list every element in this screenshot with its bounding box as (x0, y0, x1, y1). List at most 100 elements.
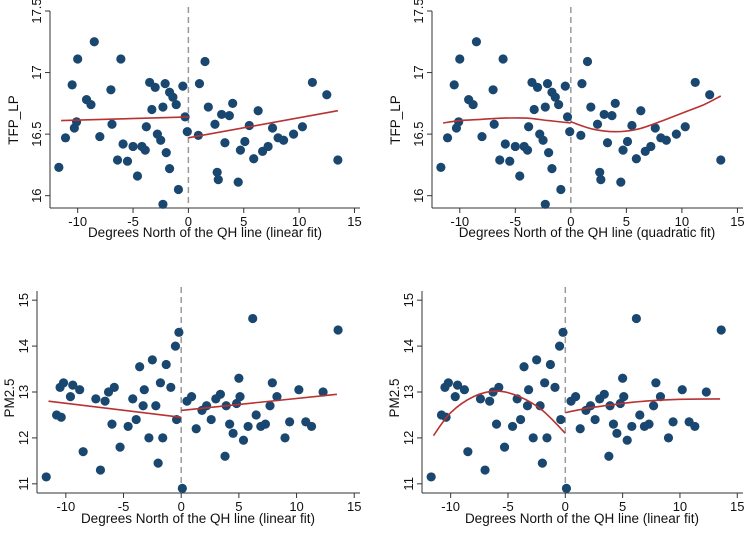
data-point (41, 472, 51, 482)
data-point (540, 199, 550, 209)
x-axis-title: Degrees North of the QH line (linear fit… (81, 511, 315, 526)
x-tick-label: 5 (623, 214, 630, 229)
data-point (151, 401, 161, 411)
data-point (592, 119, 603, 129)
x-tick-label: 5 (619, 499, 626, 514)
data-point (519, 362, 529, 372)
data-point (576, 130, 586, 140)
x-tick-label: 0 (562, 499, 569, 514)
data-point (249, 154, 259, 164)
data-point (158, 102, 168, 112)
data-point (690, 77, 700, 88)
data-point (602, 138, 613, 148)
data-point (716, 155, 726, 165)
data-point (554, 99, 564, 110)
data-point (170, 341, 181, 351)
y-tick-label: 12 (16, 431, 31, 445)
x-tick-label: 10 (673, 499, 687, 514)
chart-panel-tfp-quadratic: TFP_LP Degrees North of the QH line (qua… (388, 0, 745, 240)
x-tick-label: -5 (502, 499, 514, 514)
data-point (498, 54, 508, 64)
data-point (178, 81, 188, 91)
data-point (561, 483, 572, 494)
data-point (528, 433, 538, 443)
data-point (73, 54, 83, 64)
data-point (586, 102, 596, 112)
data-point (663, 433, 674, 443)
data-point (238, 435, 249, 445)
data-point (532, 82, 543, 92)
data-point (599, 109, 609, 120)
y-tick-label: 17.5 (411, 0, 426, 24)
x-tick-label: -10 (56, 499, 75, 514)
chart-panel-tfp-linear: TFP_LP Degrees North of the QH line (lin… (6, 0, 362, 240)
data-point (128, 394, 138, 404)
data-point (248, 313, 258, 324)
data-point (524, 385, 534, 395)
data-point (144, 433, 154, 443)
x-tick-label: -10 (441, 499, 460, 514)
x-tick-label: -10 (68, 214, 87, 229)
data-point (677, 385, 687, 395)
data-point (95, 131, 105, 142)
data-point (515, 414, 526, 425)
data-point (436, 162, 446, 172)
data-point (54, 162, 64, 172)
data-point (107, 119, 117, 129)
x-tick-label: 0 (567, 214, 574, 229)
data-point (544, 147, 554, 158)
data-point (67, 80, 77, 90)
data-point (118, 139, 128, 149)
data-point (68, 380, 78, 390)
data-point (217, 109, 227, 120)
chart-panel-pm25-linear: PM2.5 Degrees North of the QH line (line… (2, 287, 361, 526)
data-point (235, 145, 246, 155)
data-point (267, 123, 278, 133)
x-axis-title: Degrees North of the QH line (quadratic … (459, 225, 716, 240)
data-point (322, 90, 332, 100)
data-point (263, 141, 273, 152)
data-point (524, 122, 534, 132)
data-point (333, 325, 343, 335)
data-point (131, 414, 141, 425)
fit-line-right (570, 95, 722, 133)
data-point (575, 424, 585, 434)
data-point (505, 156, 515, 166)
data-point (212, 167, 222, 177)
data-point (622, 435, 632, 445)
data-point (95, 465, 106, 475)
data-point (540, 102, 550, 112)
data-point (203, 102, 213, 112)
data-point (220, 138, 230, 148)
data-point (65, 391, 76, 402)
data-point (58, 378, 69, 388)
data-point (680, 122, 690, 132)
data-point (529, 104, 539, 115)
data-point (426, 472, 436, 482)
x-tick-label: -5 (118, 499, 130, 514)
data-point (206, 414, 216, 425)
data-point (279, 135, 289, 145)
data-point (186, 391, 197, 402)
data-point (532, 355, 542, 365)
data-point (116, 54, 126, 64)
data-point (468, 99, 478, 110)
data-point (177, 483, 187, 494)
data-point (565, 127, 575, 137)
data-point (655, 391, 666, 402)
data-point (153, 458, 163, 468)
data-point (225, 419, 235, 429)
data-point (560, 81, 570, 91)
data-point (260, 419, 271, 429)
data-point (138, 401, 148, 411)
data-point (240, 136, 250, 147)
data-point (100, 396, 110, 406)
fit-line-right (565, 398, 721, 414)
data-point (556, 184, 566, 195)
data-point (194, 79, 205, 89)
data-point (78, 447, 88, 457)
data-point (265, 401, 275, 411)
y-tick-label: 16.5 (29, 121, 44, 146)
y-tick-label: 16 (29, 188, 44, 202)
data-point (705, 90, 715, 100)
